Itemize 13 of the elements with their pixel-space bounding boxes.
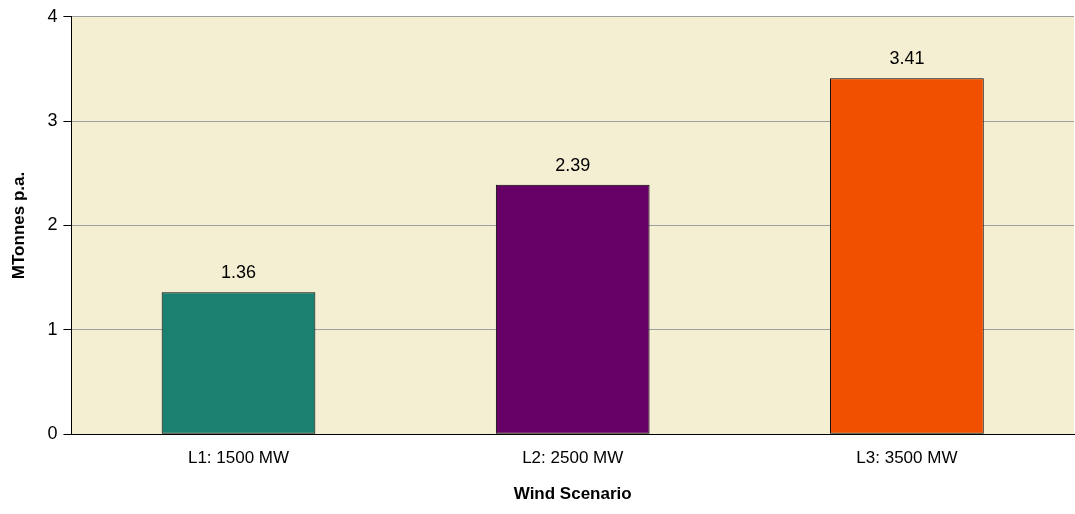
x-tick-label: L2: 2500 MW	[522, 448, 624, 468]
y-tick-label: 1	[47, 318, 58, 339]
x-tick-label: L1: 1500 MW	[187, 448, 290, 468]
y-tick-label: 0	[47, 423, 58, 444]
y-tick-label: 3	[47, 110, 58, 131]
y-axis-title: MTonnes p.a.	[8, 171, 28, 280]
y-tick-label: 2	[47, 214, 58, 235]
x-axis-title: Wind Scenario	[513, 484, 632, 504]
data-label: 1.36	[220, 262, 257, 283]
data-label: 2.39	[555, 154, 591, 175]
x-tick-label: L3: 3500 MW	[856, 448, 958, 468]
data-label: 3.41	[889, 48, 925, 69]
y-tick-label: 4	[47, 5, 58, 26]
